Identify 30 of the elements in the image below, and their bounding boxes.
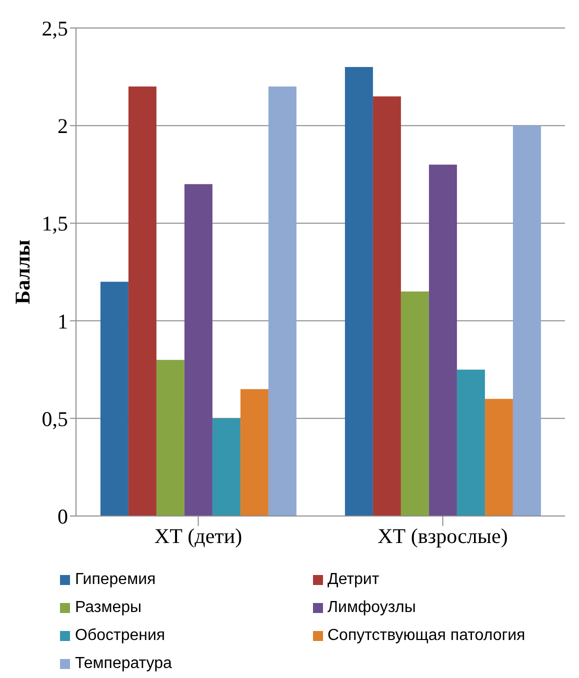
- legend-label: Детрит: [328, 571, 380, 589]
- bar: [344, 67, 373, 516]
- y-axis-title: Баллы: [10, 240, 34, 304]
- bar: [484, 398, 513, 516]
- bar: [372, 96, 401, 516]
- y-tick-label: 2: [58, 114, 68, 138]
- y-tick-label: 0,5: [42, 406, 68, 431]
- bar: [512, 126, 541, 516]
- y-tick-label: 1,5: [42, 212, 68, 236]
- legend-label: Гиперемия: [75, 571, 156, 589]
- legend-label: Температура: [75, 655, 172, 673]
- bar: [128, 86, 156, 516]
- y-tick-label: 0: [58, 504, 68, 528]
- bar: [240, 389, 268, 516]
- x-tick-label: ХТ (дети): [154, 524, 242, 548]
- bar: [456, 370, 485, 516]
- legend-label: Размеры: [75, 599, 142, 617]
- bar: [156, 360, 184, 516]
- bar: [268, 86, 296, 516]
- bar: [184, 184, 212, 516]
- y-tick-label: 2,5: [42, 16, 68, 40]
- legend-label: Обострения: [75, 627, 166, 645]
- bar: [400, 292, 429, 516]
- legend-label: Сопутствующая патология: [328, 627, 526, 645]
- bar: [212, 418, 240, 516]
- legend-label: Лимфоузлы: [328, 599, 416, 617]
- bar: [100, 282, 128, 516]
- bar: [428, 164, 457, 516]
- x-tick-label: ХТ (взрослые): [378, 524, 508, 548]
- y-tick-label: 1: [58, 309, 68, 334]
